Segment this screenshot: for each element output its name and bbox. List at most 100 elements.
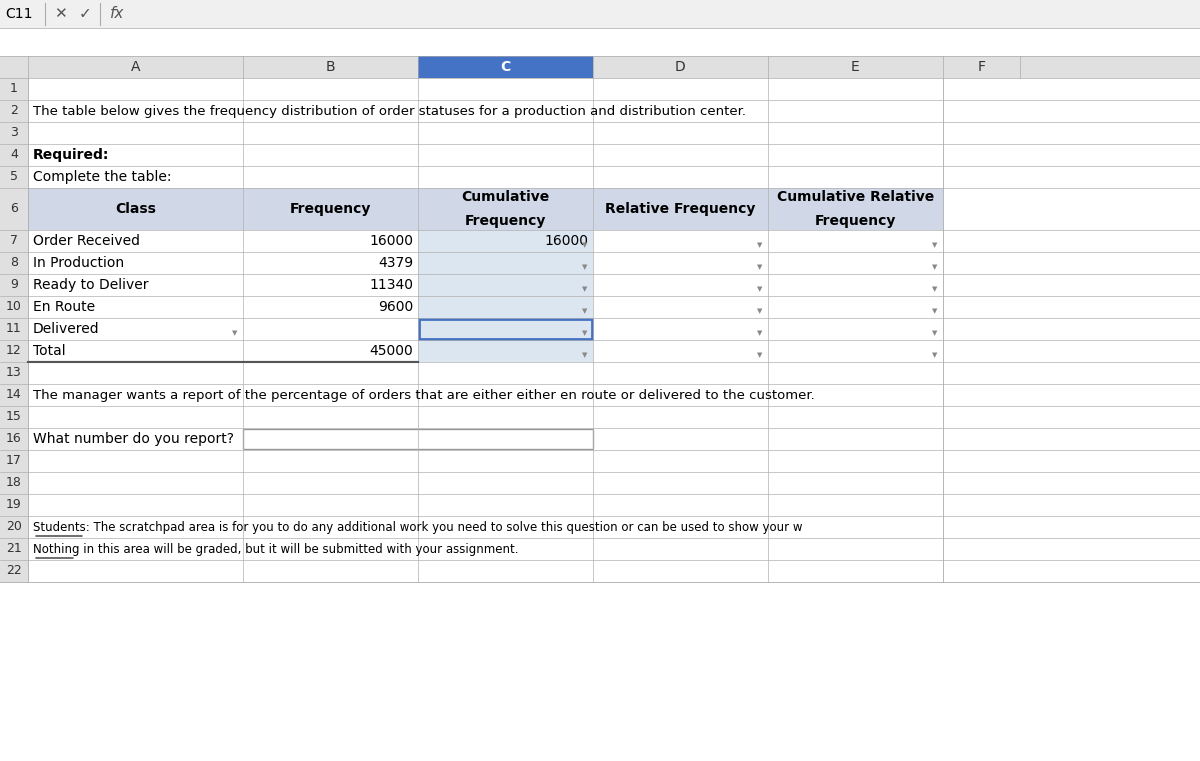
Text: 16000: 16000 xyxy=(544,234,588,248)
Text: 13: 13 xyxy=(6,367,22,380)
Bar xyxy=(242,188,418,230)
Bar xyxy=(242,429,593,449)
Text: ▼: ▼ xyxy=(932,286,937,292)
Text: ▼: ▼ xyxy=(932,242,937,248)
Bar xyxy=(0,122,1200,144)
Text: 12: 12 xyxy=(6,345,22,358)
Text: Students: The scratchpad area is for you to do any additional work you need to s: Students: The scratchpad area is for you… xyxy=(34,521,803,533)
Bar xyxy=(0,362,1200,384)
Bar xyxy=(0,362,28,384)
Bar xyxy=(0,450,1200,472)
Text: ▼: ▼ xyxy=(757,308,763,314)
Text: Total: Total xyxy=(34,344,66,358)
Text: ▼: ▼ xyxy=(932,264,937,270)
Text: 11: 11 xyxy=(6,323,22,336)
Bar xyxy=(0,384,28,406)
Bar xyxy=(0,538,28,560)
Text: D: D xyxy=(676,60,686,74)
Bar xyxy=(418,252,593,274)
Text: 15: 15 xyxy=(6,410,22,424)
Bar xyxy=(0,538,1200,560)
Text: 9600: 9600 xyxy=(378,300,413,314)
Text: ▼: ▼ xyxy=(582,242,588,248)
Bar xyxy=(242,56,418,78)
Text: ▼: ▼ xyxy=(582,286,588,292)
Text: 5: 5 xyxy=(10,170,18,183)
Text: 2: 2 xyxy=(10,104,18,117)
Bar xyxy=(0,406,28,428)
Bar xyxy=(0,340,1200,362)
Bar xyxy=(0,516,28,538)
Text: ▼: ▼ xyxy=(932,352,937,358)
Text: fx: fx xyxy=(110,7,125,21)
Bar xyxy=(28,188,242,230)
Text: C: C xyxy=(500,60,511,74)
Bar xyxy=(0,428,28,450)
Bar xyxy=(418,296,593,318)
Bar xyxy=(418,188,593,230)
Text: Required:: Required: xyxy=(34,148,109,162)
Bar xyxy=(0,100,28,122)
Bar xyxy=(593,188,768,230)
Bar xyxy=(0,560,28,582)
Text: C11: C11 xyxy=(5,7,32,21)
Text: 9: 9 xyxy=(10,279,18,291)
Bar xyxy=(0,274,1200,296)
Bar xyxy=(0,252,28,274)
Text: 3: 3 xyxy=(10,126,18,139)
Text: A: A xyxy=(131,60,140,74)
Text: Nothing in this area will be graded, but it will be submitted with your assignme: Nothing in this area will be graded, but… xyxy=(34,543,518,556)
Text: ▼: ▼ xyxy=(757,242,763,248)
Text: ▼: ▼ xyxy=(757,330,763,336)
Bar xyxy=(0,494,28,516)
Text: 18: 18 xyxy=(6,476,22,489)
Text: ▼: ▼ xyxy=(582,330,588,336)
Bar xyxy=(0,340,28,362)
Bar xyxy=(0,56,28,78)
Text: The manager wants a report of the percentage of orders that are either either en: The manager wants a report of the percen… xyxy=(34,389,815,402)
Bar xyxy=(0,230,28,252)
Text: ▼: ▼ xyxy=(757,352,763,358)
Bar xyxy=(0,318,28,340)
Bar xyxy=(0,122,28,144)
Bar xyxy=(0,78,1200,100)
Bar xyxy=(0,252,1200,274)
Text: ▼: ▼ xyxy=(582,264,588,270)
Text: The table below gives the frequency distribution of order statuses for a product: The table below gives the frequency dist… xyxy=(34,104,746,117)
Text: ▼: ▼ xyxy=(932,308,937,314)
Bar xyxy=(418,230,593,252)
Text: En Route: En Route xyxy=(34,300,95,314)
Bar xyxy=(0,78,28,100)
Text: Complete the table:: Complete the table: xyxy=(34,170,172,184)
Text: 17: 17 xyxy=(6,454,22,467)
Text: 19: 19 xyxy=(6,498,22,511)
Bar xyxy=(0,516,1200,538)
Bar xyxy=(418,340,593,362)
Bar xyxy=(0,230,1200,252)
Bar xyxy=(0,428,1200,450)
Text: 11340: 11340 xyxy=(370,278,413,292)
Bar xyxy=(0,318,1200,340)
Bar xyxy=(768,56,943,78)
Text: Frequency: Frequency xyxy=(464,214,546,228)
Bar xyxy=(0,494,1200,516)
Bar xyxy=(419,319,592,339)
Text: In Production: In Production xyxy=(34,256,124,270)
Bar xyxy=(0,56,1200,78)
Text: Frequency: Frequency xyxy=(290,202,371,216)
Text: Relative Frequency: Relative Frequency xyxy=(605,202,756,216)
Bar xyxy=(0,296,28,318)
Text: Cumulative: Cumulative xyxy=(461,190,550,204)
Bar xyxy=(0,28,1200,56)
Bar xyxy=(0,384,1200,406)
Text: Ready to Deliver: Ready to Deliver xyxy=(34,278,149,292)
Bar xyxy=(418,274,593,296)
Text: ▼: ▼ xyxy=(932,330,937,336)
Bar xyxy=(0,144,28,166)
Text: 22: 22 xyxy=(6,565,22,578)
Bar xyxy=(0,296,1200,318)
Text: E: E xyxy=(851,60,860,74)
Text: 6: 6 xyxy=(10,202,18,215)
Text: What number do you report?: What number do you report? xyxy=(34,432,234,446)
Text: Cumulative Relative: Cumulative Relative xyxy=(776,190,934,204)
